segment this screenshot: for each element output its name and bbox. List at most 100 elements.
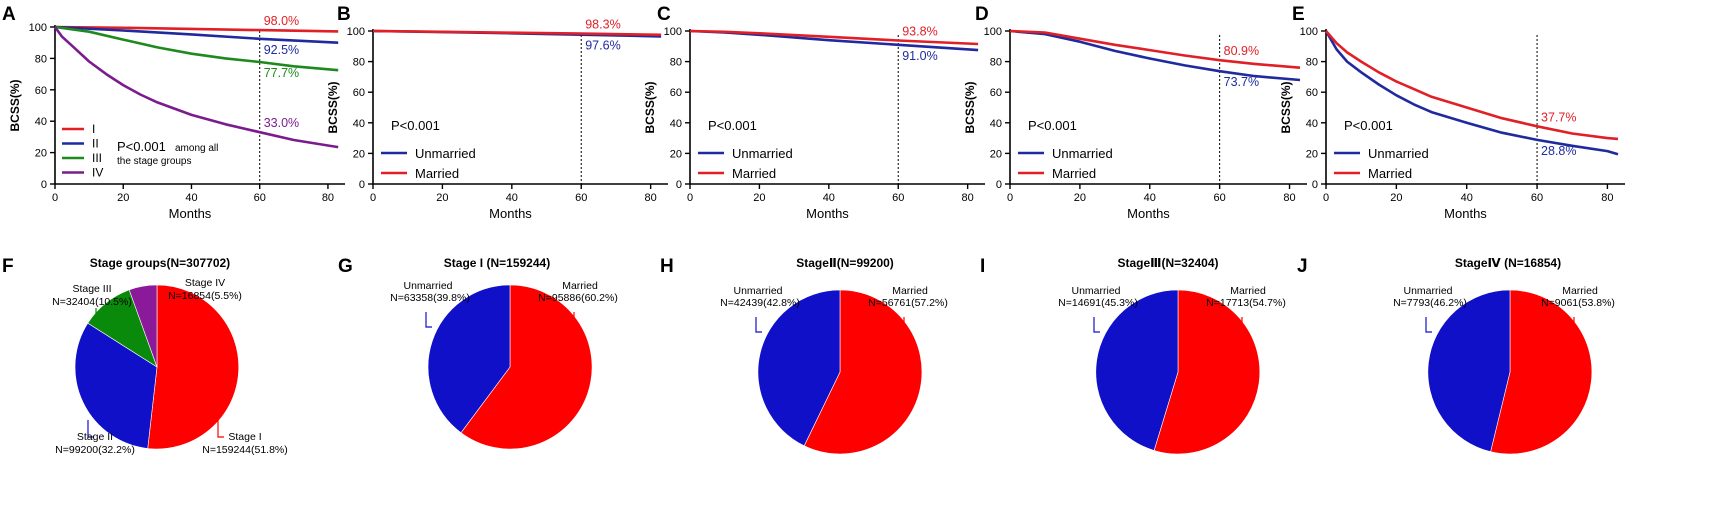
series-line-i xyxy=(54,25,339,33)
y-tick-label: 20 xyxy=(35,148,47,160)
leader-line xyxy=(87,420,94,438)
pie-title: Stage groups(N=307702) xyxy=(90,256,230,270)
pie-slice-unmarried xyxy=(1427,289,1511,453)
leader-line xyxy=(1093,317,1100,333)
pie-label-count: N=99200(32.2%) xyxy=(55,444,135,456)
legend-label-married: Married xyxy=(732,166,776,181)
y-tick-label: 80 xyxy=(990,57,1002,69)
y-tick-label: 40 xyxy=(670,118,682,130)
legend-label-iv: IV xyxy=(92,166,103,180)
x-axis-label: Months xyxy=(489,206,532,221)
pie-label-count: N=32404(10.5%) xyxy=(52,296,132,308)
y-axis-label: BCSS(%) xyxy=(8,79,22,131)
legend-label-iii: III xyxy=(92,151,102,165)
series-line-ii xyxy=(54,25,339,44)
y-tick-label: 0 xyxy=(41,179,47,191)
x-tick-label: 40 xyxy=(1461,192,1473,204)
data-label-unmarried: 73.7% xyxy=(1224,75,1259,89)
y-axis-label: BCSS(%) xyxy=(963,81,977,133)
pie-label-name: Married xyxy=(1562,285,1598,297)
pie-slice-unmarried xyxy=(1095,289,1179,451)
y-tick-label: 80 xyxy=(670,57,682,69)
x-tick-label: 0 xyxy=(52,192,58,204)
y-axis-label: BCSS(%) xyxy=(643,81,657,133)
leader-line xyxy=(1241,317,1248,333)
y-tick-label: 60 xyxy=(35,85,47,97)
y-tick-label: 0 xyxy=(676,179,682,191)
x-axis-label: Months xyxy=(1127,206,1170,221)
x-tick-label: 40 xyxy=(1144,192,1156,204)
legend-label-married: Married xyxy=(1052,166,1096,181)
x-tick-label: 0 xyxy=(1007,192,1013,204)
x-tick-label: 20 xyxy=(753,192,765,204)
p-value: P<0.001 xyxy=(117,139,166,154)
pie-label-name: Married xyxy=(1230,285,1266,297)
legend-label-married: Married xyxy=(415,166,459,181)
data-label-unmarried: 91.0% xyxy=(902,49,937,63)
pie-label-count: N=42439(42.8%) xyxy=(720,297,800,309)
panel-letter: F xyxy=(2,256,14,277)
y-tick-label: 0 xyxy=(996,179,1002,191)
series-line-married xyxy=(1325,30,1619,141)
panel-letter: G xyxy=(338,256,353,277)
x-tick-label: 80 xyxy=(1601,192,1613,204)
series-line-married xyxy=(1009,29,1301,69)
x-tick-label: 80 xyxy=(1283,192,1295,204)
series-line-unmarried xyxy=(1324,30,1619,156)
data-label-iii: 77.7% xyxy=(264,66,299,80)
data-label-married: 37.7% xyxy=(1541,110,1576,124)
y-tick-label: 0 xyxy=(359,179,365,191)
p-value: P<0.001 xyxy=(1344,118,1393,133)
pie-label-count: N=17713(54.7%) xyxy=(1206,297,1286,309)
y-tick-label: 60 xyxy=(1306,87,1318,99)
pie-slice-stage-iv xyxy=(128,284,158,368)
data-label-married: 80.9% xyxy=(1224,44,1259,58)
pie-label-count: N=56761(57.2%) xyxy=(868,297,948,309)
x-tick-label: 60 xyxy=(1214,192,1226,204)
legend-label-married: Married xyxy=(1368,166,1412,181)
leader-line xyxy=(95,308,102,326)
pie-label-name: Stage I xyxy=(228,431,261,443)
data-label-iv: 33.0% xyxy=(264,116,299,130)
pie-label-count: N=159244(51.8%) xyxy=(202,444,288,456)
p-value: P<0.001 xyxy=(708,118,757,133)
series-line-married xyxy=(689,29,979,46)
x-tick-label: 20 xyxy=(1390,192,1402,204)
panel-letter: I xyxy=(980,256,985,277)
panel-letter: E xyxy=(1292,4,1305,25)
y-axis-label: BCSS(%) xyxy=(326,81,340,133)
x-axis-label: Months xyxy=(1444,206,1487,221)
y-tick-label: 40 xyxy=(1306,118,1318,130)
y-tick-label: 40 xyxy=(353,118,365,130)
pie-label-name: Unmarried xyxy=(403,280,452,292)
pie-label-name: Married xyxy=(892,285,928,297)
x-tick-label: 60 xyxy=(1531,192,1543,204)
chart-panel-d: D 0 20 40 60 80 100 0 20 40 60 80 Months BCSS(%) 73.7%… xyxy=(963,4,1307,221)
leader-line xyxy=(903,317,910,333)
y-tick-label: 100 xyxy=(984,26,1002,38)
pie-label-name: Unmarried xyxy=(733,285,782,297)
x-tick-label: 0 xyxy=(1323,192,1329,204)
panel-letter: J xyxy=(1297,256,1308,277)
y-tick-label: 100 xyxy=(1300,26,1318,38)
x-axis-label: Months xyxy=(806,206,849,221)
pie-label-name: Unmarried xyxy=(1071,285,1120,297)
y-tick-label: 60 xyxy=(353,87,365,99)
panel-letter: A xyxy=(2,4,16,25)
legend-label-unmarried: Unmarried xyxy=(415,146,476,161)
pie-slice-married xyxy=(460,284,593,450)
chart-panel-a: A 0 20 40 60 80 100 0 20 40 60 80 Months BCSS(%) 98.0%… xyxy=(2,4,345,221)
y-tick-label: 20 xyxy=(670,148,682,160)
pie-slice-unmarried xyxy=(427,284,511,434)
series-line-iii xyxy=(54,25,339,72)
x-tick-label: 80 xyxy=(962,192,974,204)
series-line-married xyxy=(372,29,662,37)
y-tick-label: 100 xyxy=(347,26,365,38)
legend-label-i: I xyxy=(92,122,95,136)
x-tick-label: 40 xyxy=(185,192,197,204)
pie-label-count: N=95886(60.2%) xyxy=(538,292,618,304)
p-value-note: the stage groups xyxy=(117,156,192,167)
pie-label-count: N=63358(39.8%) xyxy=(390,292,470,304)
